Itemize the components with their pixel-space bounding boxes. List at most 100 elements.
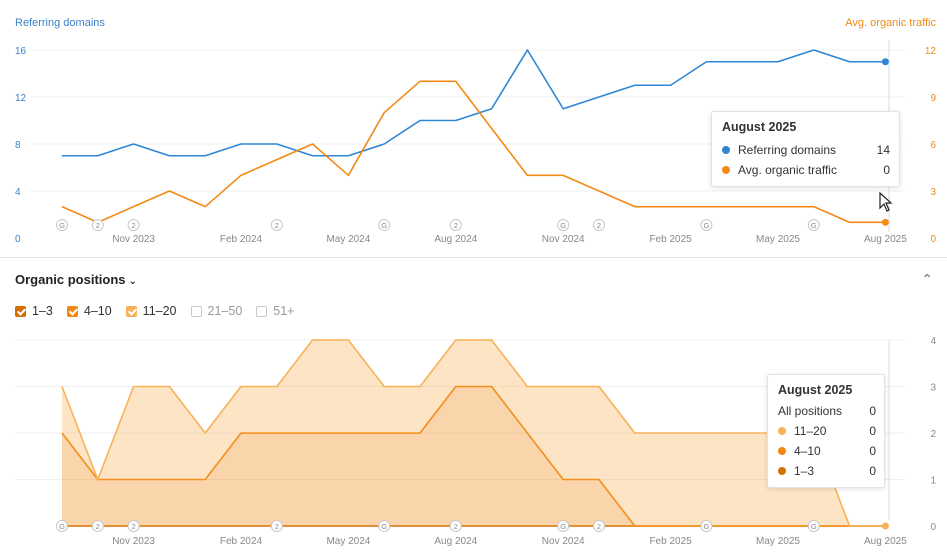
checkbox-1-3[interactable] [15, 305, 26, 317]
annotation-marker [700, 520, 713, 532]
left-tick-label: 12 [15, 93, 27, 104]
referring-domains-dot [722, 146, 730, 154]
google-update-marker: G [703, 221, 709, 230]
google-update-marker: G [560, 522, 566, 531]
annotation-marker [127, 219, 140, 231]
annotation-count-marker: 2 [597, 221, 601, 230]
tooltip-row-11-20: 11–20 0 [778, 421, 876, 441]
bottom-x-tick-label: Aug 2025 [864, 536, 907, 547]
top-x-tick-label: Aug 2025 [864, 234, 907, 245]
bottom-x-tick-label: May 2024 [326, 536, 370, 547]
bottom-x-tick-label: Nov 2024 [542, 536, 585, 547]
annotation-count-marker: 2 [454, 221, 458, 230]
chevron-down-icon: ⌄ [128, 276, 137, 287]
filter-11-20[interactable]: 11–20 [125, 304, 177, 318]
checkbox-11-20[interactable] [125, 305, 137, 317]
annotation-marker [378, 520, 391, 532]
annotation-marker [807, 520, 820, 532]
filter-4-10[interactable]: 4–10 [66, 304, 112, 318]
left-axis-title: Referring domains [15, 17, 105, 29]
bottom-right-tick-label: 2 [930, 429, 936, 440]
series-end-point [881, 522, 889, 530]
dot-11-20 [778, 427, 786, 435]
filter-1-3[interactable]: 1–3 [15, 304, 53, 318]
right-tick-label: 3 [930, 187, 936, 198]
annotation-marker [449, 219, 462, 231]
annotation-marker [700, 219, 713, 231]
bottom-right-tick-label: 1 [930, 476, 936, 487]
left-tick-label: 8 [15, 140, 21, 151]
annotation-marker [557, 520, 570, 532]
organic-traffic-line [61, 80, 886, 224]
google-update-marker: G [59, 221, 65, 230]
annotation-marker [807, 219, 820, 231]
tooltip-row-referring-domains: Referring domains 14 [722, 140, 890, 160]
annotation-marker [557, 219, 570, 231]
area-4-10-line [61, 385, 886, 527]
annotation-marker [127, 520, 140, 532]
tooltip-row-all-positions: All positions 0 [778, 404, 876, 418]
annotation-marker [56, 520, 68, 532]
right-axis-title: Avg. organic traffic [845, 17, 936, 29]
bottom-right-tick-label: 4 [930, 336, 936, 347]
checkbox-4-10[interactable] [66, 305, 78, 317]
annotation-count-marker: 2 [96, 221, 100, 230]
annotation-count-marker: 2 [275, 522, 279, 531]
top-x-tick-label: Feb 2024 [220, 234, 263, 245]
area-4-10 [62, 386, 886, 526]
right-tick-label: 0 [930, 234, 936, 245]
bottom-right-tick-label: 3 [930, 383, 936, 394]
checkbox-51-plus[interactable] [256, 305, 268, 317]
annotation-count-marker: 2 [96, 522, 100, 531]
section-title: Organic positions [15, 272, 126, 287]
bottom-tooltip-title: August 2025 [778, 383, 853, 397]
checkbox-21-50[interactable] [190, 305, 202, 317]
tooltip-row-1-3: 1–3 0 [778, 461, 876, 481]
top-x-tick-label: May 2025 [756, 234, 800, 245]
referring-domains-line [62, 49, 886, 157]
left-tick-label: 0 [15, 234, 21, 245]
top-x-tick-label: Nov 2023 [112, 234, 155, 245]
bottom-tooltip: August 2025 All positions 0 11–20 0 4–10… [767, 374, 885, 488]
google-update-marker: G [560, 221, 566, 230]
annotation-marker [593, 520, 605, 532]
annotation-marker [449, 520, 462, 532]
dot-1-3 [778, 467, 786, 475]
google-update-marker: G [703, 522, 709, 531]
organic-positions-dropdown[interactable]: Organic positions ⌄ [15, 272, 137, 287]
bottom-x-tick-label: Feb 2024 [220, 536, 263, 547]
annotation-count-marker: 2 [275, 221, 279, 230]
position-filters: 1–3 4–10 11–20 21–50 51+ [15, 304, 295, 318]
top-tooltip: August 2025 Referring domains 14 Avg. or… [711, 111, 900, 187]
annotation-count-marker: 2 [132, 522, 136, 531]
left-tick-label: 16 [15, 46, 27, 57]
google-update-marker: G [811, 522, 817, 531]
filter-51-plus[interactable]: 51+ [256, 304, 295, 318]
annotation-marker [378, 219, 391, 231]
top-x-tick-label: May 2024 [326, 234, 370, 245]
dot-4-10 [778, 447, 786, 455]
bottom-x-tick-label: Nov 2023 [112, 536, 155, 547]
series-end-point [881, 218, 889, 226]
annotation-marker [593, 219, 605, 231]
bottom-x-tick-label: Aug 2024 [434, 536, 477, 547]
bottom-x-tick-label: Feb 2025 [649, 536, 692, 547]
chevron-up-icon[interactable]: ⌃ [921, 271, 933, 287]
filter-21-50[interactable]: 21–50 [190, 304, 242, 318]
top-x-tick-label: Aug 2024 [434, 234, 477, 245]
annotation-count-marker: 2 [597, 522, 601, 531]
annotation-marker [91, 520, 104, 532]
tooltip-row-4-10: 4–10 0 [778, 441, 876, 461]
annotation-marker [270, 219, 283, 231]
annotation-marker [270, 520, 283, 532]
right-tick-label: 6 [930, 140, 936, 151]
area-11-20-line [61, 339, 886, 527]
annotation-count-marker: 2 [454, 522, 458, 531]
google-update-marker: G [381, 221, 387, 230]
right-tick-label: 12 [925, 46, 937, 57]
annotation-marker [56, 219, 68, 231]
top-x-tick-label: Feb 2025 [649, 234, 692, 245]
top-tooltip-title: August 2025 [722, 120, 797, 134]
left-tick-label: 4 [15, 187, 21, 198]
